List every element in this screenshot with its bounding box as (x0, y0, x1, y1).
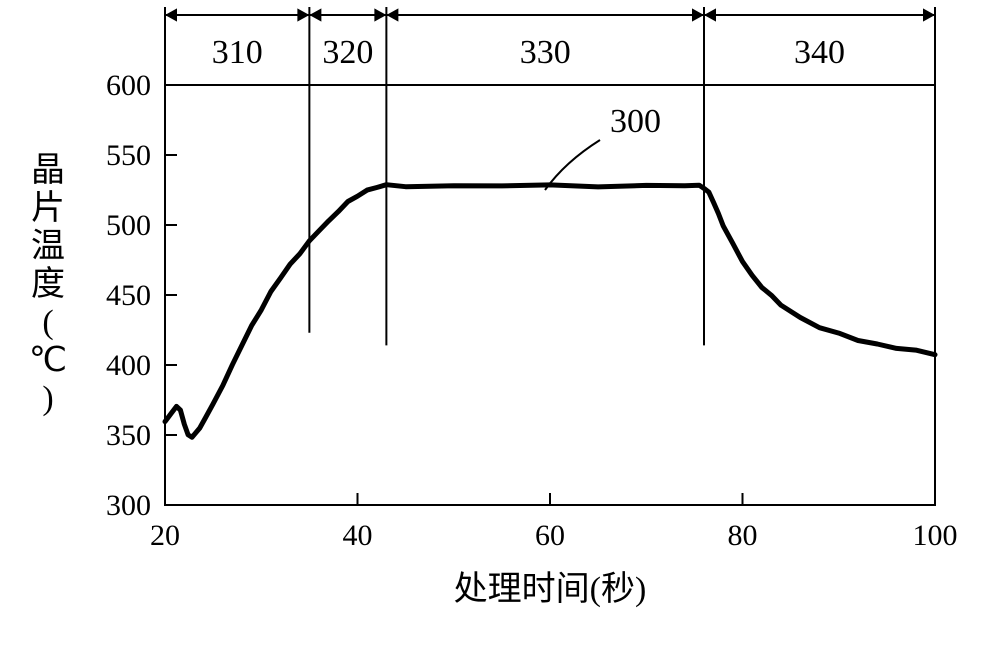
y-tick-label: 600 (106, 69, 151, 102)
y-axis-label-char: 度 (31, 265, 65, 303)
y-axis-label-char: 温 (31, 228, 65, 265)
x-tick-label: 80 (728, 519, 758, 552)
chart-container: 20 40 60 80 100 300 350 400 450 500 550 600 晶片温度(℃) 处… (0, 0, 1000, 651)
x-tick-label: 100 (913, 519, 958, 552)
y-axis-label-char: 晶 (31, 152, 65, 189)
y-axis-label-char: ( (42, 304, 53, 341)
region-label: 340 (794, 34, 845, 71)
region-label: 310 (212, 34, 263, 71)
y-axis-label-char: ) (42, 380, 53, 417)
region-label: 320 (322, 34, 373, 71)
y-tick-label: 550 (106, 139, 151, 172)
y-tick-label: 400 (106, 349, 151, 382)
y-tick-label: 450 (106, 279, 151, 312)
y-tick-label: 300 (106, 489, 151, 522)
line-chart: 20 40 60 80 100 300 350 400 450 500 550 600 晶片温度(℃) 处… (0, 0, 1000, 651)
y-axis-label-char: 片 (31, 189, 65, 227)
y-axis-label-char: ℃ (29, 342, 67, 379)
x-tick-label: 20 (150, 519, 180, 552)
curve-label: 300 (610, 103, 661, 140)
x-tick-label: 60 (535, 519, 565, 552)
y-tick-label: 500 (106, 209, 151, 242)
region-label: 330 (520, 34, 571, 71)
y-tick-label: 350 (106, 419, 151, 452)
x-axis-label: 处理时间(秒) (454, 570, 647, 608)
x-tick-label: 40 (343, 519, 373, 552)
